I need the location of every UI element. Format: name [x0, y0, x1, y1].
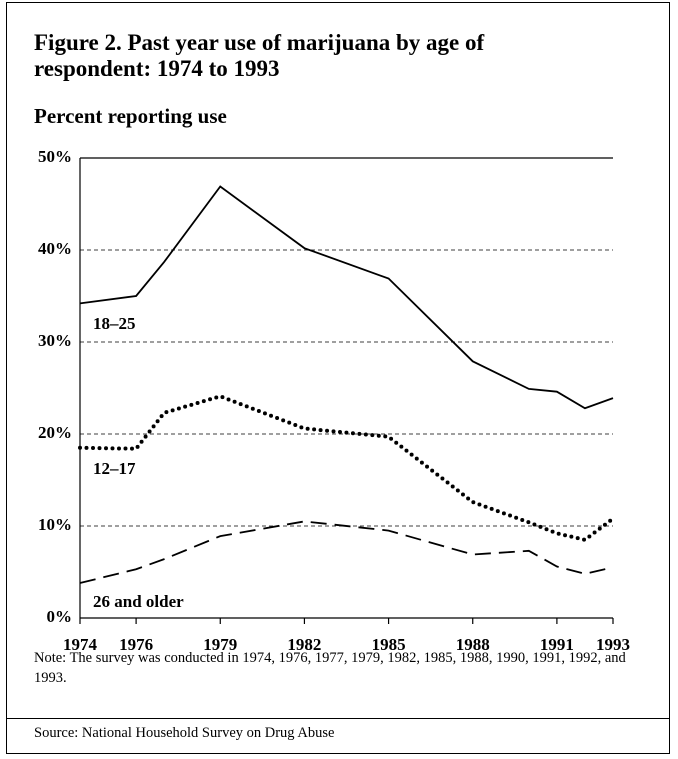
series-line [78, 394, 615, 542]
x-tick-label: 1974 [63, 635, 98, 654]
x-tick-label: 1982 [287, 635, 321, 654]
series-label: 18–25 [93, 314, 136, 333]
y-tick-label: 30% [38, 331, 72, 350]
x-tick-label: 1988 [456, 635, 490, 654]
x-tick-label: 1979 [203, 635, 237, 654]
chart-title: Figure 2. Past year use of marijuana by … [34, 30, 485, 81]
series-line [79, 185, 614, 410]
y-tick-label: 0% [47, 607, 73, 626]
x-tick-label: 1985 [372, 635, 406, 654]
y-tick-label: 10% [38, 515, 72, 534]
y-tick-label: 20% [38, 423, 72, 442]
source: Source: National Household Survey on Dru… [34, 725, 335, 741]
series-label: 12–17 [93, 459, 136, 478]
y-axis-label: Percent reporting use [34, 104, 227, 128]
x-tick-label: 1991 [540, 635, 574, 654]
series-label: 26 and older [93, 592, 184, 611]
separator [6, 718, 670, 719]
y-tick-label: 40% [38, 239, 72, 258]
frame [6, 2, 670, 754]
x-tick-label: 1993 [596, 635, 630, 654]
x-tick-label: 1976 [119, 635, 153, 654]
series-line [79, 520, 614, 584]
note: Note: The survey was conducted in 1974, … [34, 650, 626, 686]
y-tick-label: 50% [38, 147, 72, 166]
